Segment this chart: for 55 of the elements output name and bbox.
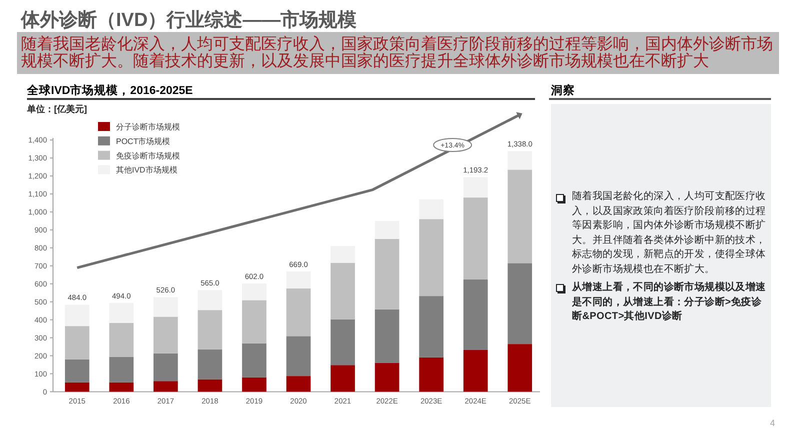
bar [374, 309, 400, 363]
bar [508, 151, 532, 170]
bar [64, 359, 90, 382]
text: 随着我国老龄化的深入，人均可支配医疗收入，以及国家政策向着医疗阶段前移的过程等因素影响，国内体外诊断市场规模不断扩大。并且伴随着各类体外诊断中新的技术，标志物的发现，新靶点的开发，使得全球体外诊断市场规模也在不断扩大。 [572, 190, 767, 277]
bar [64, 326, 90, 360]
y-axis-title: 单位：[亿美元] [27, 103, 87, 116]
text: 洞察 [551, 83, 575, 98]
bar [286, 376, 311, 392]
legend-label: 其他IVD市场规模 [116, 166, 178, 175]
bar [154, 381, 178, 392]
bar [64, 304, 90, 326]
bar [198, 310, 222, 350]
bar [242, 283, 266, 300]
bar [154, 353, 178, 382]
bar [374, 238, 400, 310]
bar [154, 297, 178, 317]
bar [419, 219, 444, 296]
bar [330, 319, 355, 366]
bar [286, 288, 311, 336]
bar [419, 296, 444, 358]
text: 全球IVD市场规模，2016-2025E [27, 83, 193, 98]
bar [374, 220, 400, 239]
bar [109, 322, 134, 357]
bar [198, 349, 222, 380]
bar [463, 280, 488, 350]
bar [463, 177, 488, 198]
bar [198, 379, 222, 392]
bar [109, 382, 134, 392]
bar [242, 343, 266, 378]
bar [419, 357, 444, 392]
bar [463, 350, 488, 392]
bar [463, 198, 488, 280]
bar [242, 300, 266, 344]
text: 从增速上看，不同的诊断市场规模以及增速是不同的，从增速上看：分子诊断>免疫诊断&POCT>其他IVD诊断 [572, 281, 767, 324]
bar [419, 199, 444, 220]
bar [374, 362, 400, 392]
bar [64, 382, 90, 392]
bar [330, 365, 355, 392]
bar [508, 263, 532, 344]
legend-label: POCT市场规模 [116, 136, 170, 146]
chart-title: 体外诊断（IVD）行业综述——市场规模 [21, 8, 357, 33]
bar [508, 344, 532, 392]
legend-label: 免疫诊断市场规模 [116, 151, 180, 160]
legend-label: 分子诊断市场规模 [116, 122, 180, 132]
bar [154, 316, 178, 354]
bar [109, 302, 134, 323]
bar [330, 246, 355, 263]
bar [330, 262, 355, 320]
bar [109, 356, 134, 382]
bar [286, 336, 311, 376]
text: 4 [770, 418, 776, 428]
bar [242, 377, 266, 392]
bar [508, 170, 532, 264]
bar [286, 271, 311, 289]
bar [198, 290, 222, 310]
